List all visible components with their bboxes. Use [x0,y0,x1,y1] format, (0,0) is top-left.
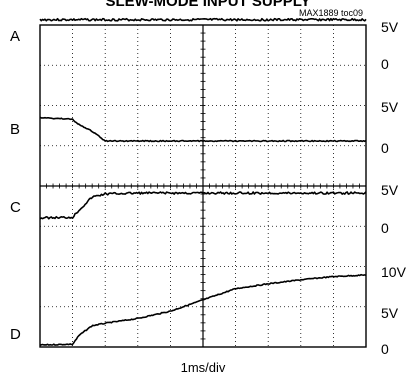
voltage-tick-label: 10V [381,264,407,280]
trace-b [39,116,367,143]
voltage-tick-labels: 5V 0 5V 0 5V 0 10V 5V 0 [381,19,407,357]
waveform-traces [39,17,367,346]
channel-label-a: A [10,28,20,45]
trace-a [39,17,367,22]
trace-d [39,273,367,346]
trace-c [39,191,367,220]
voltage-tick-label: 0 [381,140,389,156]
voltage-tick-label: 0 [381,341,389,357]
figure-code: MAX1889 toc09 [299,8,363,18]
plot-grid [39,24,367,348]
voltage-tick-label: 5V [381,182,399,198]
chart-title: SLEW-MODE INPUT SUPPLY [106,0,311,10]
voltage-tick-label: 5V [381,19,399,35]
channel-label-b: B [10,121,20,138]
voltage-tick-label: 0 [381,220,389,236]
voltage-tick-label: 0 [381,56,389,72]
voltage-tick-label: 5V [381,99,399,115]
channel-label-c: C [10,199,21,216]
x-axis-label: 1ms/div [181,360,226,375]
channel-label-d: D [10,326,21,343]
voltage-tick-label: 5V [381,305,399,321]
